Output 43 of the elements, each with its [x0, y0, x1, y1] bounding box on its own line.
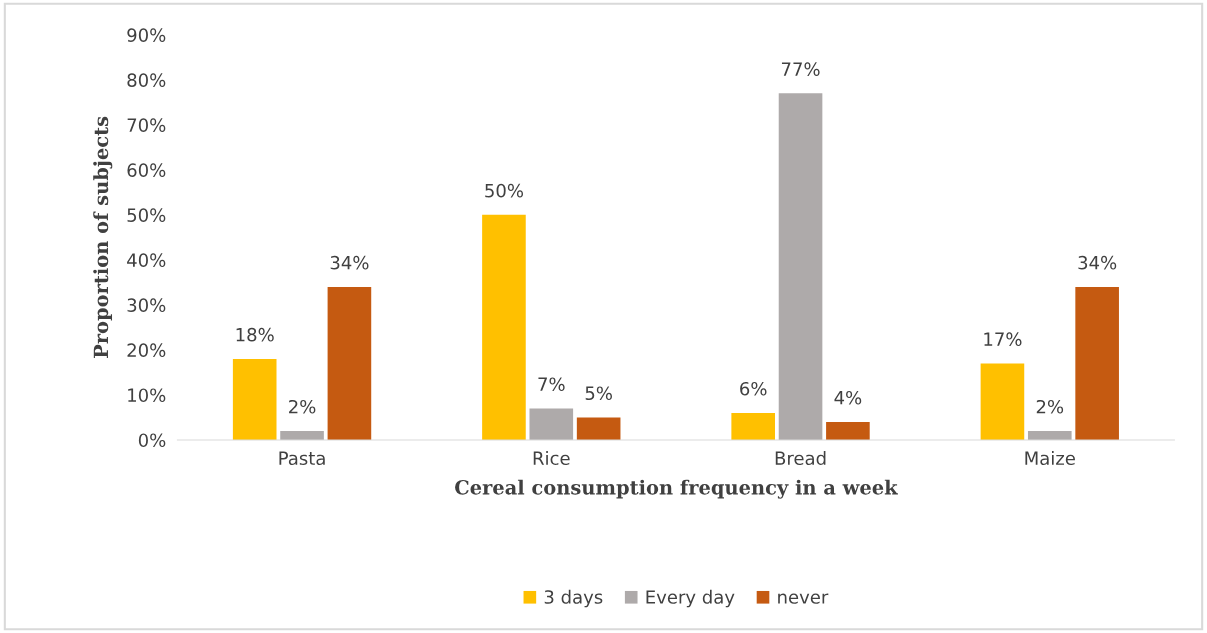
bar — [826, 421, 870, 440]
data-label: 2% — [1036, 399, 1064, 414]
y-tick-label: 20% — [127, 343, 166, 358]
bar — [1075, 286, 1119, 440]
bar — [731, 412, 775, 440]
legend-label: 3 days — [544, 589, 603, 608]
y-tick-label: 30% — [127, 298, 166, 313]
x-axis-title: Cereal consumption frequency in a week — [455, 479, 898, 499]
x-tick-label: Pasta — [279, 451, 325, 466]
x-tick-label: Rice — [533, 451, 570, 466]
data-label: 34% — [330, 255, 369, 270]
data-label: 50% — [485, 183, 524, 198]
data-label: 5% — [585, 386, 612, 401]
bar — [529, 408, 574, 440]
y-tick-label: 40% — [127, 253, 166, 267]
bar — [576, 417, 621, 440]
data-label: 77% — [781, 62, 820, 76]
x-tick-label: Bread — [775, 451, 826, 466]
y-tick-label: 80% — [127, 73, 166, 87]
y-tick-label: 0% — [138, 433, 166, 448]
bar — [232, 358, 277, 440]
legend-label: Every day — [646, 589, 735, 608]
data-label: 4% — [834, 390, 862, 405]
bar — [980, 363, 1025, 440]
bar — [327, 286, 372, 440]
data-label: 17% — [984, 332, 1022, 347]
y-tick-label: 50% — [127, 208, 166, 222]
data-label: 2% — [289, 399, 316, 414]
bar — [280, 430, 324, 440]
data-label: 6% — [740, 381, 767, 396]
y-tick-label: 90% — [127, 28, 166, 42]
bar — [482, 214, 526, 440]
bar — [1027, 430, 1072, 440]
legend-label: never — [778, 593, 829, 604]
x-tick-label: Maize — [1025, 451, 1075, 466]
y-axis-title: Proportion of subjects — [93, 116, 113, 358]
y-tick-label: 70% — [127, 118, 166, 132]
data-label: 18% — [236, 327, 274, 342]
data-label: 34% — [1078, 255, 1117, 270]
bar — [778, 93, 823, 440]
y-tick-label: 60% — [127, 163, 166, 177]
data-label: 7% — [538, 377, 565, 392]
y-tick-label: 10% — [128, 388, 166, 403]
